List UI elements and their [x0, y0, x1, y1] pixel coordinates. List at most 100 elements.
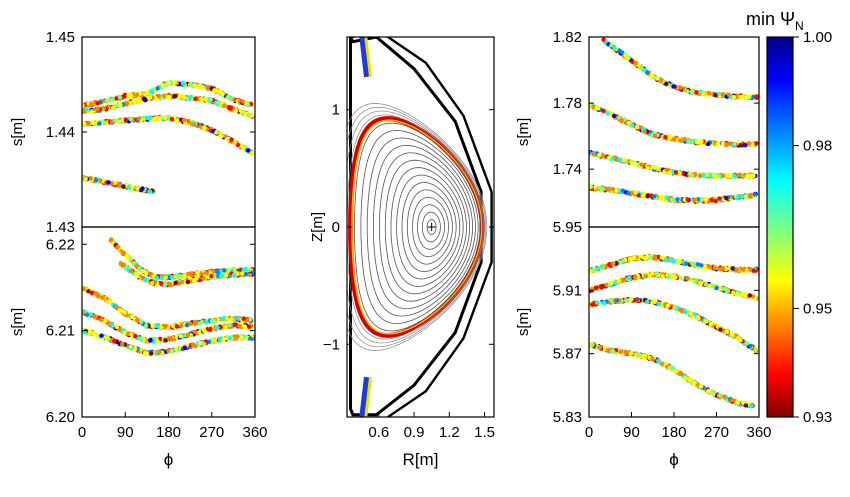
scatter-point	[154, 275, 159, 280]
scatter-point	[597, 152, 602, 158]
scatter-point	[619, 118, 624, 123]
scatter-point	[214, 130, 219, 135]
scatter-point	[648, 255, 654, 260]
scatter-point	[188, 94, 194, 100]
scatter-point	[600, 154, 606, 159]
scatter-point	[610, 186, 615, 192]
scatter-point	[128, 116, 133, 122]
scatter-point	[109, 237, 114, 242]
scatter-point	[694, 90, 699, 95]
scatter-point	[633, 190, 638, 195]
scatter-point	[128, 92, 133, 98]
scatter-point	[193, 320, 198, 325]
scatter-point	[235, 142, 241, 148]
scatter-point	[122, 330, 127, 335]
scatter-point	[176, 281, 182, 286]
scatter-point	[154, 338, 160, 343]
scatter-point	[628, 256, 633, 261]
scatter-point	[713, 198, 718, 204]
scatter-point	[659, 195, 665, 200]
scatter-point	[215, 325, 220, 331]
scatter-point	[181, 118, 187, 123]
scatter-point	[178, 94, 183, 99]
scatter-point	[244, 317, 250, 322]
scatter-point	[706, 91, 712, 96]
scatter-point	[695, 262, 701, 267]
scatter-point	[607, 262, 612, 267]
scatter-point	[89, 291, 95, 296]
scatter-point	[241, 145, 246, 150]
scatter-point	[224, 316, 230, 321]
scatter-point	[633, 161, 639, 167]
scatter-point	[162, 115, 168, 121]
scatter-point	[250, 113, 255, 118]
scatter-point	[223, 273, 229, 278]
scatter-point	[716, 173, 722, 179]
scatter-point	[611, 113, 617, 119]
scatter-point	[205, 86, 210, 91]
scatter-point	[172, 80, 177, 85]
scatter-point	[173, 280, 178, 286]
scatter-point	[158, 281, 164, 286]
scatter-point	[227, 105, 232, 110]
scatter-point	[88, 102, 94, 107]
scatter-point	[744, 174, 750, 179]
scatter-point	[726, 92, 732, 98]
scatter-point	[178, 333, 183, 339]
scatter-point	[148, 337, 153, 343]
scatter-point	[189, 271, 194, 276]
scatter-point	[734, 267, 740, 272]
scatter-point	[95, 101, 100, 106]
scatter-point	[659, 255, 664, 260]
scatter-point	[229, 317, 234, 322]
scatter-point	[720, 92, 725, 97]
scatter-point	[197, 321, 203, 326]
scatter-point	[104, 334, 109, 340]
scatter-point	[632, 255, 637, 261]
scatter-point	[148, 89, 154, 94]
scatter-point	[150, 280, 155, 286]
scatter-point	[754, 141, 759, 146]
scatter-point	[751, 268, 757, 273]
scatter-point	[107, 299, 112, 304]
scatter-point	[642, 67, 647, 73]
scatter-point	[702, 264, 708, 269]
scatter-point	[633, 61, 638, 66]
scatter-point	[600, 187, 605, 192]
scatter-point	[163, 275, 168, 280]
scatter-point	[117, 95, 123, 100]
scatter-point	[217, 337, 223, 343]
scatter-point	[83, 177, 88, 182]
scatter-point	[192, 277, 197, 283]
scatter-point	[159, 275, 165, 281]
scatter-point	[112, 338, 117, 344]
scatter-point	[732, 173, 737, 179]
scatter-point	[193, 96, 198, 102]
scatter-point	[227, 336, 233, 341]
scatter-point	[129, 332, 134, 337]
scatter-point	[594, 104, 600, 110]
scatter-point	[617, 157, 623, 162]
scatter-point	[701, 90, 706, 96]
scatter-point	[673, 170, 679, 175]
scatter-point	[201, 276, 206, 281]
scatter-point	[136, 116, 142, 121]
scatter-point	[195, 270, 200, 275]
scatter-point	[149, 351, 154, 356]
scatter-point	[135, 274, 140, 279]
scatter-point	[130, 184, 135, 189]
scatter-point	[667, 135, 673, 140]
scatter-point	[697, 139, 702, 145]
scatter-point	[664, 195, 669, 200]
scatter-point	[155, 86, 160, 91]
scatter-point	[208, 97, 213, 102]
scatter-point	[713, 265, 718, 271]
scatter-point	[199, 272, 204, 277]
scatter-point	[751, 94, 756, 100]
scatter-point	[684, 261, 689, 266]
scatter-point	[229, 137, 234, 142]
scatter-point	[235, 334, 240, 339]
scatter-point	[636, 63, 641, 68]
scatter-point	[649, 73, 655, 79]
scatter-point	[242, 324, 247, 329]
